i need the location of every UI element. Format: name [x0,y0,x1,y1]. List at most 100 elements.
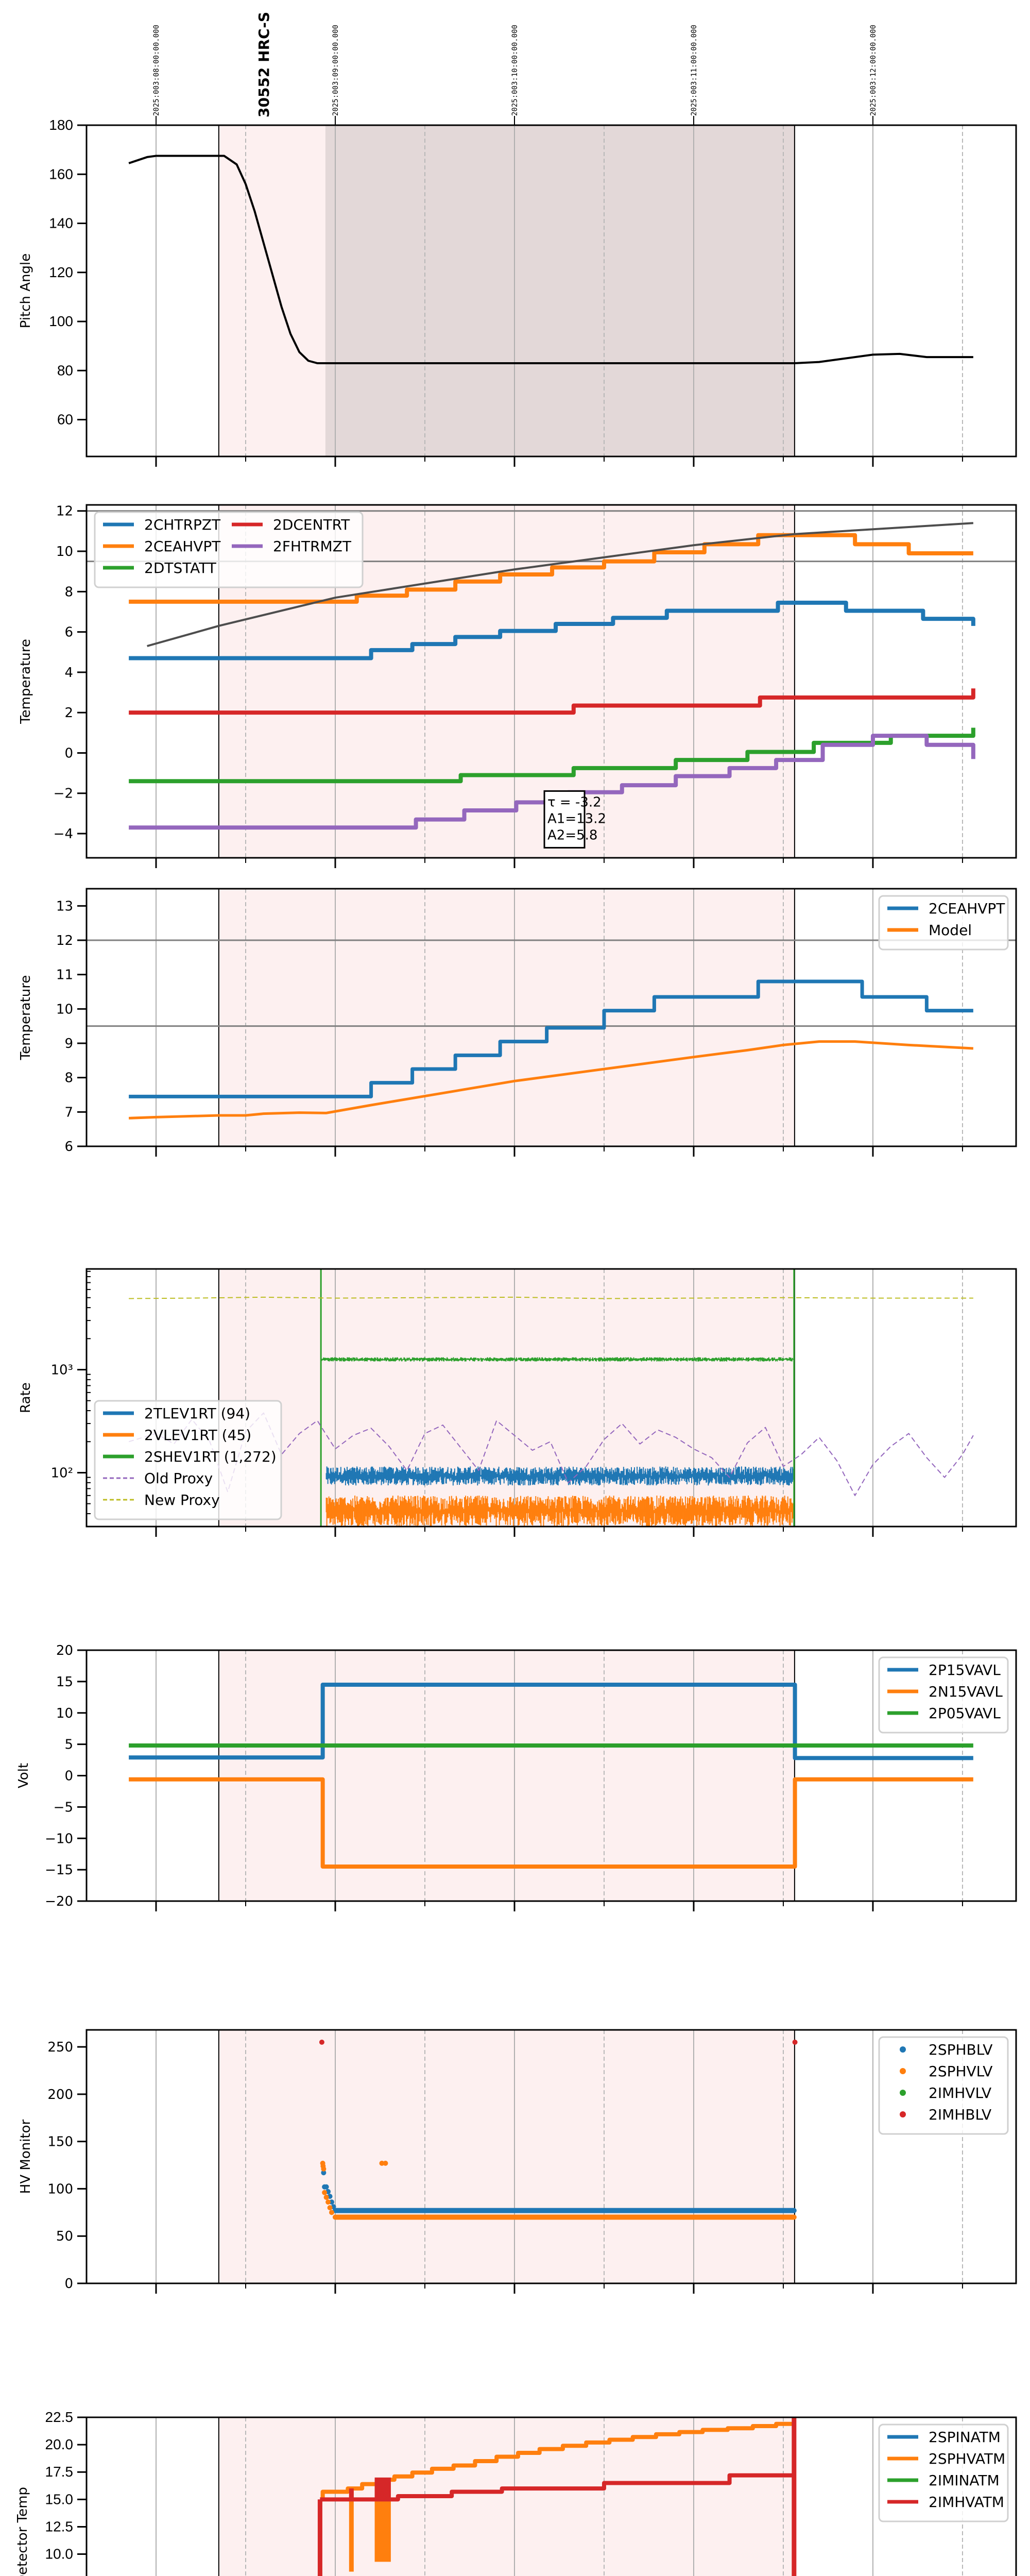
legend-label: Model [929,922,972,939]
observation-label: 30552 HRC-S [255,12,272,117]
y-tick-label: −15 [45,1862,73,1878]
legend: 2CEAHVPT Model [878,895,1009,951]
axes-frame [85,888,1017,1147]
y-tick-label: 8 [64,1071,73,1086]
y-tick-label: 10.0 [45,2546,74,2562]
series-fit-line [147,522,973,647]
legend-label: 2SPHBLV [929,2041,992,2058]
series-2imhvatm-spike [317,2499,322,2576]
y-tick-label: 10³ [50,1362,73,1378]
y-tick-label: 8 [64,584,73,600]
y-tick-label: 12.5 [45,2518,74,2534]
dwell-span [325,125,795,456]
legend-item: 2IMHBLV [900,2106,991,2123]
legend-item: 2CEAHVPT [887,900,1005,917]
y-tick-label: 0 [64,745,73,761]
y-tick-label: 15.0 [45,2491,74,2507]
series-2dcentrt-line [129,688,975,715]
legend-item: 2SPINATM [887,2429,1001,2446]
legend-item: 2SHEV1RT (1,272) [103,1448,277,1465]
legend-item: 2CHTRPZT [103,516,221,533]
y-tick-label: 22.5 [45,2409,74,2425]
series-2vlev1rt-45--trace [325,1495,795,1527]
legend-item: 2DTSTATT [103,560,217,577]
y-tick-label: 140 [49,215,73,231]
legend-label: 2SPINATM [929,2429,1001,2446]
legend-label: 2SPHVLV [929,2063,992,2080]
axes-frame [85,2029,1017,2284]
y-tick-label: 100 [49,313,73,329]
legend-item: 2N15VAVL [887,1683,1003,1700]
y-tick-label: 0 [64,2276,73,2292]
legend-marker [900,2068,906,2074]
legend-label: 2VLEV1RT (45) [144,1427,251,1444]
y-tick-label: 11 [56,968,73,983]
axes-frame [85,2416,1017,2576]
legend-label: 2FHTRMZT [273,538,352,555]
series-2sphvlv-point [323,2194,329,2200]
y-tick-label: 5 [64,1737,73,1753]
y-tick-label: 20 [56,1643,73,1658]
y-tick-label: 12 [56,504,73,519]
legend-label: 2SHEV1RT (1,272) [144,1448,277,1465]
series-2imhblv-point [319,2039,324,2045]
series-2imhvatm-line [320,2473,794,2502]
annotation-frame [543,790,586,849]
y-tick-label: 12 [56,933,73,948]
y-axis-label: Temperature [18,975,33,1061]
series-2sphvatm-spike [349,2488,354,2572]
series-group [129,1682,973,1869]
series-2sphblv-point [329,2199,335,2205]
legend: 2CHTRPZT 2CEAHVPT 2DTSTATT 2DCENTRT 2FHTRMZT [94,511,364,588]
series-new-proxy-line [129,1296,973,1299]
series-group [129,979,973,1120]
top-time-label: 2025:003:10:00:00.000 [511,25,519,116]
y-tick-label: 6 [64,1139,73,1155]
y-tick-label: 17.5 [45,2464,74,2480]
legend-label: 2IMHVATM [929,2494,1004,2511]
legend-frame [878,2424,1009,2522]
y-tick-label: 15 [56,1674,73,1690]
highlight-span [218,2030,795,2283]
legend-item: New Proxy [103,1492,220,1509]
series-2ceahvpt-line [129,533,973,604]
legend-label: 2TLEV1RT (94) [144,1405,250,1422]
legend: 2SPINATM 2SPHVATM 2IMINATM 2IMHVATM [878,2424,1009,2522]
legend: 2TLEV1RT (94) 2VLEV1RT (45) 2SHEV1RT (1,27… [94,1400,282,1520]
legend-label: 2CHTRPZT [144,516,221,533]
legend-label: 2IMINATM [929,2472,1000,2489]
top-time-label: 2025:003:12:00:00.000 [869,25,878,116]
legend-item: 2SPHBLV [900,2041,992,2058]
y-tick-label: 20.0 [45,2436,74,2452]
series-2ceahvpt-line [129,979,973,1098]
y-tick-label: 180 [49,117,73,133]
legend-frame [94,511,364,588]
y-axis-label: Pitch Angle [18,253,33,329]
legend-label: 2P05VAVL [929,1705,1001,1722]
y-tick-label: 10 [56,1002,73,1017]
y-tick-label: 7.5 [53,2573,73,2576]
panel-rate: 10² 10³ Rate 2TLEV1RT (94) 2VLEV1RT (45) 2SHE… [18,1268,1017,1537]
series-2fhtrmzt-line [129,734,975,830]
top-time-label: 2025:003:09:00:00.000 [332,25,340,116]
series-group [129,522,975,830]
series-group [317,2417,797,2576]
series-2sphvlv-point [322,2190,328,2195]
legend-marker [900,2090,906,2096]
series-model-line [129,1040,973,1120]
y-tick-label: 200 [47,2087,73,2103]
legend-marker [900,2111,906,2117]
y-tick-label: 7 [64,1105,73,1120]
series-2imhvatm-spike [349,2488,354,2500]
y-tick-label: 100 [47,2181,73,2197]
y-tick-label: 60 [57,412,73,428]
y-tick-label: 10 [56,1706,73,1721]
y-tick-label: −5 [54,1800,73,1815]
highlight-span [218,1269,795,1527]
legend-marker [900,2046,906,2053]
top-time-label: 2025:003:11:00:00.000 [690,25,698,116]
y-tick-label: −4 [54,826,73,842]
highlight-span [218,2417,795,2576]
legend-item: 2P15VAVL [887,1662,1001,1679]
